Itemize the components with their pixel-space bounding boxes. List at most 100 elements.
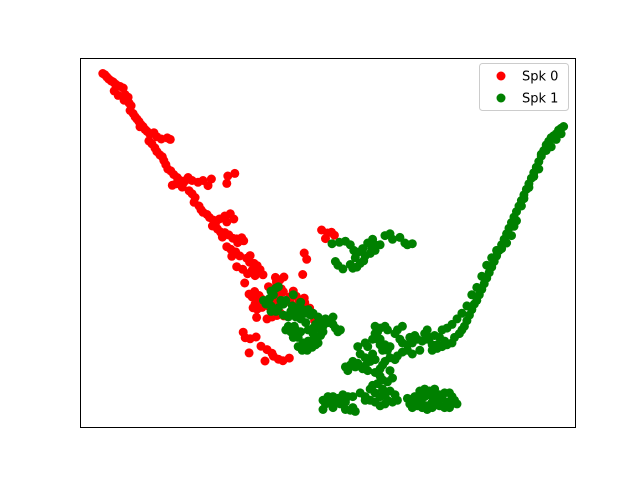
series-spk-0 <box>98 69 339 366</box>
point-spk-1 <box>345 260 355 269</box>
point-spk-1 <box>370 368 380 377</box>
point-spk-0 <box>284 353 294 363</box>
point-spk-1 <box>288 290 298 300</box>
legend-marker-spk-1 <box>496 93 506 103</box>
point-spk-1 <box>323 392 333 402</box>
point-spk-0 <box>165 134 175 144</box>
point-spk-1 <box>524 183 534 192</box>
point-spk-1 <box>462 301 472 311</box>
point-spk-1 <box>375 240 385 250</box>
point-spk-1 <box>330 257 340 266</box>
legend-label-spk-0: Spk 0 <box>522 70 558 85</box>
point-spk-1 <box>281 295 291 305</box>
point-spk-0 <box>230 168 240 178</box>
point-spk-0 <box>222 178 232 188</box>
point-spk-1 <box>273 282 283 292</box>
legend: Spk 0 Spk 1 <box>479 63 569 111</box>
point-spk-1 <box>308 335 318 345</box>
point-spk-0 <box>232 262 242 272</box>
legend-marker-spk-0 <box>496 71 506 81</box>
point-spk-1 <box>435 401 445 411</box>
point-spk-1 <box>420 329 430 339</box>
point-spk-1 <box>507 231 516 241</box>
point-spk-1 <box>407 239 417 249</box>
point-spk-1 <box>318 405 328 414</box>
point-spk-0 <box>177 182 187 192</box>
point-spk-1 <box>321 314 330 324</box>
point-spk-0 <box>217 232 227 242</box>
point-spk-1 <box>477 271 487 281</box>
point-spk-1 <box>415 345 425 355</box>
point-spk-1 <box>293 342 303 352</box>
point-spk-1 <box>388 234 397 244</box>
point-spk-1 <box>397 321 407 331</box>
point-spk-0 <box>203 181 213 191</box>
point-spk-0 <box>109 86 119 96</box>
point-spk-1 <box>492 245 502 255</box>
point-spk-1 <box>375 334 385 344</box>
point-spk-0 <box>329 230 339 240</box>
point-spk-0 <box>245 257 255 267</box>
series-spk-1 <box>259 122 569 416</box>
point-spk-1 <box>559 122 569 131</box>
point-spk-1 <box>487 253 497 263</box>
point-spk-1 <box>363 342 373 352</box>
point-spk-0 <box>135 122 145 132</box>
point-spk-1 <box>301 308 311 318</box>
point-spk-0 <box>299 248 309 258</box>
data-points <box>98 69 569 416</box>
point-spk-1 <box>447 392 457 402</box>
point-spk-1 <box>340 405 350 414</box>
point-spk-0 <box>235 251 245 261</box>
plot-frame <box>80 58 576 428</box>
point-spk-1 <box>437 325 447 335</box>
point-spk-1 <box>551 134 561 144</box>
legend-label-spk-1: Spk 1 <box>522 92 558 107</box>
point-spk-1 <box>467 290 477 300</box>
point-spk-1 <box>385 366 395 376</box>
point-spk-1 <box>328 319 338 329</box>
point-spk-1 <box>350 362 360 372</box>
point-spk-0 <box>258 270 268 280</box>
point-spk-0 <box>167 180 177 190</box>
point-spk-1 <box>529 171 539 181</box>
point-spk-1 <box>519 194 529 204</box>
point-spk-1 <box>327 239 337 249</box>
point-spk-0 <box>233 238 243 248</box>
point-spk-0 <box>250 271 260 281</box>
point-spk-0 <box>245 251 255 261</box>
point-spk-1 <box>271 306 281 316</box>
point-spk-1 <box>296 297 306 307</box>
point-spk-1 <box>383 325 392 335</box>
point-spk-0 <box>227 251 237 261</box>
point-spk-1 <box>360 361 370 371</box>
point-spk-1 <box>328 403 338 413</box>
point-spk-1 <box>308 323 318 333</box>
point-spk-0 <box>222 217 232 227</box>
point-spk-0 <box>252 312 262 322</box>
point-spk-1 <box>355 349 365 359</box>
point-spk-1 <box>301 318 311 328</box>
point-spk-1 <box>482 260 492 270</box>
point-spk-1 <box>338 390 348 400</box>
point-spk-0 <box>298 270 308 279</box>
point-spk-1 <box>353 342 363 352</box>
point-spk-1 <box>452 399 462 409</box>
point-spk-0 <box>223 171 233 181</box>
point-spk-0 <box>240 278 250 288</box>
point-spk-0 <box>250 287 260 296</box>
point-spk-1 <box>355 388 365 398</box>
point-spk-1 <box>405 399 415 409</box>
point-spk-1 <box>350 253 360 263</box>
point-spk-0 <box>229 214 239 224</box>
point-spk-1 <box>534 164 544 174</box>
point-spk-1 <box>536 149 546 159</box>
point-spk-1 <box>509 221 519 231</box>
point-spk-1 <box>335 325 345 335</box>
point-spk-1 <box>516 201 526 211</box>
point-spk-0 <box>260 356 270 366</box>
point-spk-0 <box>244 348 254 358</box>
point-spk-0 <box>251 332 261 342</box>
point-spk-1 <box>415 386 425 396</box>
